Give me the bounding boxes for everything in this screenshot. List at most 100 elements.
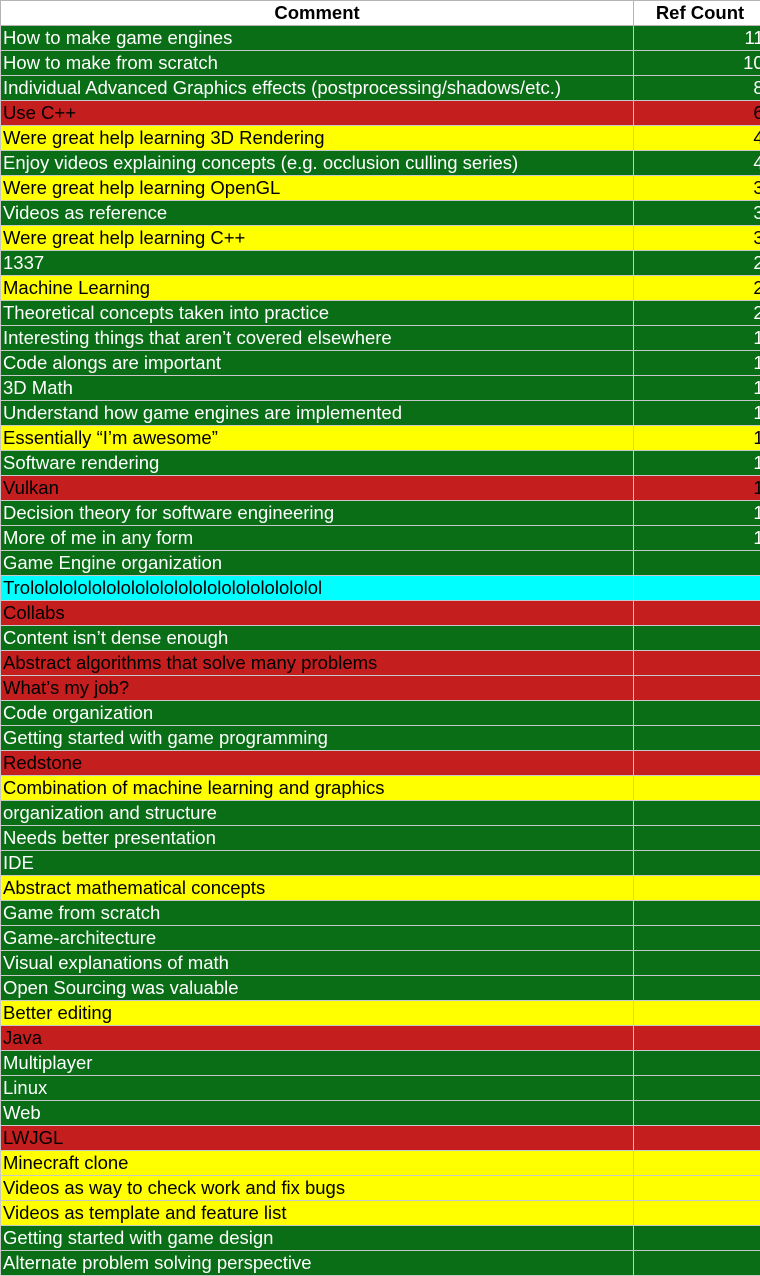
comment-cell[interactable]: Essentially “I’m awesome” [0, 425, 634, 451]
ref-count-cell[interactable]: 115 [633, 25, 760, 51]
ref-count-cell[interactable]: 1 [633, 1050, 760, 1076]
comment-cell[interactable]: Linux [0, 1075, 634, 1101]
ref-count-cell[interactable]: 16 [633, 350, 760, 376]
comment-cell[interactable]: Abstract algorithms that solve many prob… [0, 650, 634, 676]
ref-count-cell[interactable]: 1 [633, 1175, 760, 1201]
ref-count-cell[interactable]: 1 [633, 1100, 760, 1126]
comment-cell[interactable]: Enjoy videos explaining concepts (e.g. o… [0, 150, 634, 176]
ref-count-cell[interactable]: 9 [633, 550, 760, 576]
comment-cell[interactable]: Interesting things that aren’t covered e… [0, 325, 634, 351]
comment-cell[interactable]: Decision theory for software engineering [0, 500, 634, 526]
ref-count-cell[interactable]: 27 [633, 250, 760, 276]
ref-count-cell[interactable]: 1 [633, 1000, 760, 1026]
ref-count-cell[interactable]: 3 [633, 775, 760, 801]
ref-count-cell[interactable]: 6 [633, 700, 760, 726]
comment-cell[interactable]: Individual Advanced Graphics effects (po… [0, 75, 634, 101]
comment-cell[interactable]: Videos as reference [0, 200, 634, 226]
ref-count-cell[interactable]: 10 [633, 525, 760, 551]
comment-cell[interactable]: IDE [0, 850, 634, 876]
comment-cell[interactable]: Alternate problem solving perspective [0, 1250, 634, 1276]
comment-cell[interactable]: Content isn’t dense enough [0, 625, 634, 651]
ref-count-cell[interactable]: 1 [633, 900, 760, 926]
ref-count-cell[interactable]: 37 [633, 175, 760, 201]
ref-count-cell[interactable]: 1 [633, 1150, 760, 1176]
comment-cell[interactable]: 3D Math [0, 375, 634, 401]
ref-count-cell[interactable]: 106 [633, 50, 760, 76]
comment-cell[interactable]: Use C++ [0, 100, 634, 126]
comment-cell[interactable]: Trololololololololololololololololololol… [0, 575, 634, 601]
comment-cell[interactable]: Machine Learning [0, 275, 634, 301]
ref-count-cell[interactable]: 83 [633, 75, 760, 101]
ref-count-cell[interactable]: 1 [633, 975, 760, 1001]
comment-cell[interactable]: organization and structure [0, 800, 634, 826]
comment-cell[interactable]: Game from scratch [0, 900, 634, 926]
comment-cell[interactable]: Getting started with game design [0, 1225, 634, 1251]
ref-count-cell[interactable]: 1 [633, 1125, 760, 1151]
ref-count-cell[interactable]: 2 [633, 850, 760, 876]
ref-count-cell[interactable]: 1 [633, 1200, 760, 1226]
comment-cell[interactable]: Videos as template and feature list [0, 1200, 634, 1226]
ref-count-cell[interactable]: 1 [633, 925, 760, 951]
ref-count-cell[interactable]: 65 [633, 100, 760, 126]
ref-count-cell[interactable]: 1 [633, 1250, 760, 1276]
ref-count-cell[interactable]: 14 [633, 450, 760, 476]
ref-count-cell[interactable]: 48 [633, 125, 760, 151]
ref-count-cell[interactable]: 8 [633, 575, 760, 601]
ref-count-cell[interactable]: 7 [633, 625, 760, 651]
comment-cell[interactable]: Videos as way to check work and fix bugs [0, 1175, 634, 1201]
ref-count-cell[interactable]: 8 [633, 600, 760, 626]
comment-cell[interactable]: Were great help learning 3D Rendering [0, 125, 634, 151]
ref-count-cell[interactable]: 46 [633, 150, 760, 176]
ref-count-cell[interactable]: 12 [633, 500, 760, 526]
ref-count-cell[interactable]: 1 [633, 1075, 760, 1101]
ref-count-cell[interactable]: 7 [633, 675, 760, 701]
comment-cell[interactable]: Multiplayer [0, 1050, 634, 1076]
comment-cell[interactable]: Were great help learning C++ [0, 225, 634, 251]
ref-count-column-header[interactable]: Ref Count [633, 0, 760, 26]
comment-cell[interactable]: Redstone [0, 750, 634, 776]
ref-count-cell[interactable]: 16 [633, 325, 760, 351]
ref-count-cell[interactable]: 7 [633, 650, 760, 676]
ref-count-cell[interactable]: 15 [633, 375, 760, 401]
comment-cell[interactable]: How to make game engines [0, 25, 634, 51]
comment-column-header[interactable]: Comment [0, 0, 634, 26]
ref-count-cell[interactable]: 14 [633, 425, 760, 451]
ref-count-cell[interactable]: 36 [633, 200, 760, 226]
comment-cell[interactable]: Abstract mathematical concepts [0, 875, 634, 901]
comment-cell[interactable]: Software rendering [0, 450, 634, 476]
comment-cell[interactable]: Code organization [0, 700, 634, 726]
ref-count-cell[interactable]: 15 [633, 400, 760, 426]
ref-count-cell[interactable]: 2 [633, 800, 760, 826]
comment-cell[interactable]: Code alongs are important [0, 350, 634, 376]
comment-cell[interactable]: Theoretical concepts taken into practice [0, 300, 634, 326]
comment-cell[interactable]: What’s my job? [0, 675, 634, 701]
comment-cell[interactable]: More of me in any form [0, 525, 634, 551]
comment-cell[interactable]: Understand how game engines are implemen… [0, 400, 634, 426]
ref-count-cell[interactable]: 32 [633, 225, 760, 251]
ref-count-cell[interactable]: 2 [633, 875, 760, 901]
ref-count-cell[interactable]: 1 [633, 950, 760, 976]
ref-count-cell[interactable]: 25 [633, 275, 760, 301]
comment-cell[interactable]: Open Sourcing was valuable [0, 975, 634, 1001]
comment-cell[interactable]: Better editing [0, 1000, 634, 1026]
comment-cell[interactable]: LWJGL [0, 1125, 634, 1151]
comment-cell[interactable]: Visual explanations of math [0, 950, 634, 976]
comment-cell[interactable]: Combination of machine learning and grap… [0, 775, 634, 801]
comment-cell[interactable]: Vulkan [0, 475, 634, 501]
comment-cell[interactable]: Were great help learning OpenGL [0, 175, 634, 201]
ref-count-cell[interactable]: 3 [633, 750, 760, 776]
ref-count-cell[interactable]: 1 [633, 1225, 760, 1251]
comment-cell[interactable]: Java [0, 1025, 634, 1051]
comment-cell[interactable]: Minecraft clone [0, 1150, 634, 1176]
ref-count-cell[interactable]: 14 [633, 475, 760, 501]
comment-cell[interactable]: Game Engine organization [0, 550, 634, 576]
comment-cell[interactable]: Game-architecture [0, 925, 634, 951]
comment-cell[interactable]: Needs better presentation [0, 825, 634, 851]
comment-cell[interactable]: 1337 [0, 250, 634, 276]
ref-count-cell[interactable]: 2 [633, 825, 760, 851]
ref-count-cell[interactable]: 20 [633, 300, 760, 326]
comment-cell[interactable]: Web [0, 1100, 634, 1126]
comment-cell[interactable]: Collabs [0, 600, 634, 626]
comment-cell[interactable]: How to make from scratch [0, 50, 634, 76]
ref-count-cell[interactable]: 5 [633, 725, 760, 751]
